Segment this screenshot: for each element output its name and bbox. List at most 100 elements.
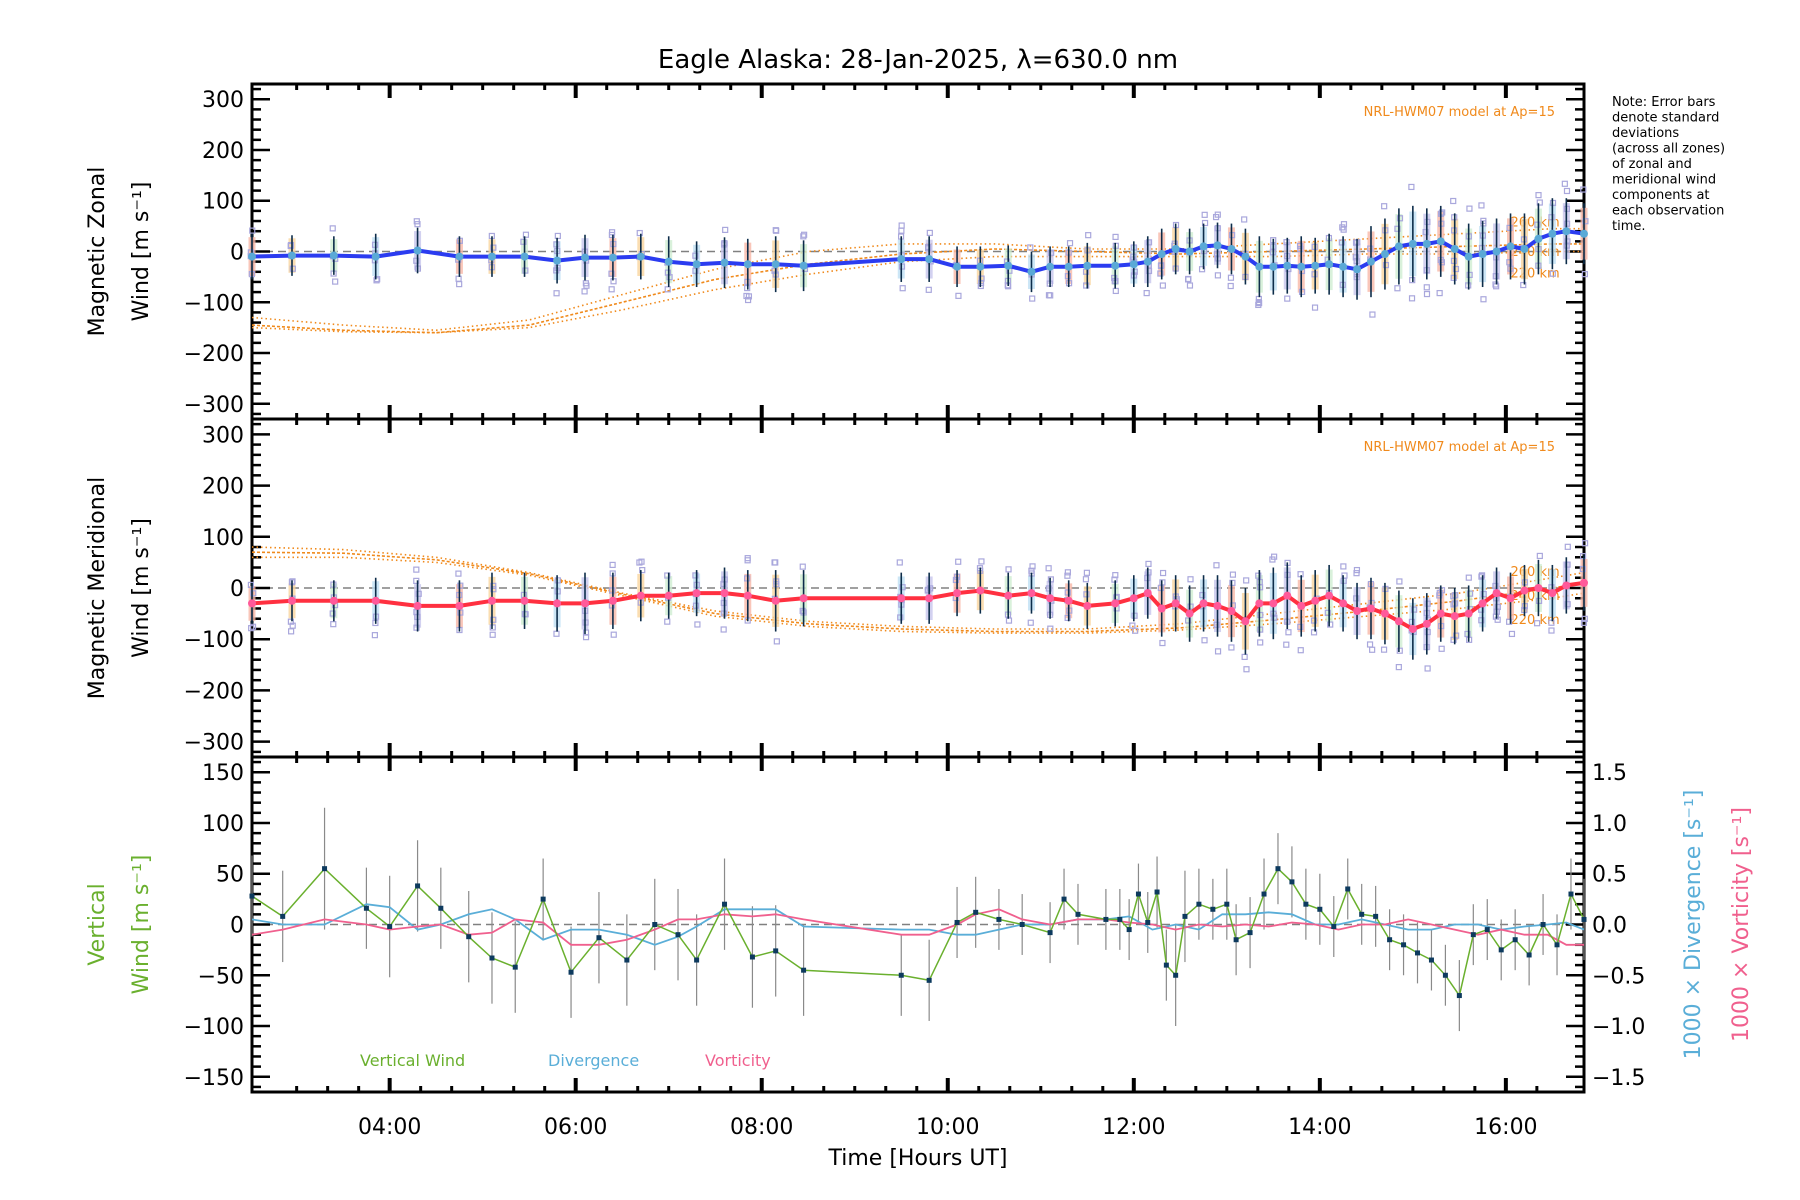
zone-marker [1506, 618, 1513, 625]
zone-marker [457, 609, 464, 616]
zone-marker [897, 614, 904, 621]
zone-marker [801, 231, 808, 238]
x-axis-label: Time [Hours UT] [828, 1146, 1008, 1171]
data-point [1534, 234, 1543, 243]
zone-marker [1508, 630, 1516, 638]
zone-marker [1271, 614, 1278, 621]
vertical-wind-panel: 150 100 50 0 −50 −100 −150 Vertical Wind [m s⁻¹]… [85, 755, 1754, 1094]
zone-marker [247, 581, 255, 589]
data-point [581, 253, 589, 262]
vertical-wind-point [773, 948, 779, 954]
zone-marker [1064, 589, 1071, 596]
zone-marker [1310, 617, 1318, 624]
zone-marker [608, 270, 615, 277]
zone-marker [926, 229, 933, 237]
data-point [1083, 261, 1092, 270]
zone-marker [522, 231, 530, 238]
data-point [1580, 229, 1588, 238]
zone-marker [1506, 259, 1513, 266]
data-point [1380, 250, 1389, 259]
data-point [692, 589, 701, 598]
data-point [1380, 609, 1389, 618]
vertical-wind-point [996, 916, 1002, 922]
zone-marker [520, 238, 527, 245]
zone-marker [1535, 192, 1542, 199]
zone-marker [1464, 630, 1471, 638]
zone-marker [1561, 180, 1568, 187]
zone-marker [1480, 590, 1487, 598]
zone-marker [1296, 242, 1304, 249]
vertical-wind-point [1135, 891, 1141, 897]
zonal-wind-panel: 300 200 100 0 −100 −200 −300 Magnetic Zonal Wind… [85, 82, 1589, 421]
zone-marker [1145, 560, 1152, 568]
y-axis-label-line1: Vertical [85, 883, 110, 965]
vertical-wind-point [1387, 937, 1393, 943]
zone-marker [925, 286, 932, 293]
zone-marker [1492, 582, 1499, 590]
zone-marker [1157, 270, 1164, 277]
vorticity-axis-label: 1000 × Vorticity [s⁻¹] [1729, 807, 1754, 1042]
zone-marker [1436, 592, 1443, 599]
zone-marker [1423, 284, 1430, 291]
zone-marker [1564, 601, 1571, 608]
zone-marker [1439, 209, 1446, 216]
zone-marker [1213, 621, 1220, 628]
data-point [371, 252, 380, 261]
vertical-wind-point [954, 919, 960, 925]
zone-marker [1005, 566, 1012, 573]
data-point [953, 589, 962, 598]
zone-marker [1353, 570, 1360, 577]
model-label: NRL-HWM07 model at Ap=15 [1364, 440, 1555, 455]
zone-marker [1257, 611, 1264, 619]
right-tick-label: 1.0 [1592, 812, 1627, 837]
zone-marker [1564, 543, 1571, 550]
data-point [664, 257, 673, 266]
data-point [487, 252, 496, 261]
zone-marker [1548, 619, 1555, 626]
data-point [1185, 609, 1194, 618]
zone-marker [1214, 272, 1222, 279]
vertical-wind-point [1456, 993, 1462, 999]
x-tick-label: 10:00 [916, 1115, 979, 1140]
y-axis-label-line1: Magnetic Zonal [85, 167, 110, 337]
data-point [1129, 594, 1138, 603]
data-point [1283, 261, 1292, 270]
zone-marker [1005, 617, 1013, 624]
zone-marker [1047, 292, 1054, 299]
data-point [1269, 599, 1278, 608]
zone-marker [1082, 576, 1090, 583]
vertical-wind-point [1317, 906, 1323, 912]
y-axis-label-line1: Magnetic Meridional [85, 477, 110, 699]
zone-marker [1129, 622, 1136, 629]
data-point [1046, 594, 1055, 603]
data-point [743, 260, 752, 269]
y-axis-label-line2: Wind [m s⁻¹] [129, 855, 154, 995]
zone-marker [250, 590, 257, 597]
zone-marker [1227, 274, 1235, 281]
data-point [413, 601, 422, 610]
vertical-wind-point [1103, 916, 1109, 922]
divergence-axis-label: 1000 × Divergence [s⁻¹] [1681, 790, 1706, 1060]
zone-marker [666, 274, 673, 281]
data-point [1004, 591, 1013, 600]
data-point [553, 599, 562, 608]
zone-marker [1548, 627, 1555, 634]
data-point [692, 260, 701, 269]
y-tick-label: −200 [184, 342, 244, 367]
right-tick-label: 0.0 [1592, 914, 1627, 939]
vertical-wind-point [1568, 891, 1574, 897]
vertical-wind-point [387, 924, 393, 930]
note-line: time. [1612, 219, 1646, 234]
zone-marker [1298, 288, 1306, 295]
data-point [1394, 242, 1403, 251]
vertical-wind-point [1145, 919, 1151, 925]
zone-marker [1027, 619, 1034, 626]
zone-marker [1045, 585, 1052, 592]
zone-marker [1048, 249, 1055, 256]
zone-marker [1297, 245, 1304, 253]
zone-marker [1131, 268, 1138, 275]
y-axis-label-line2: Wind [m s⁻¹] [129, 182, 154, 322]
zone-marker [1581, 540, 1589, 547]
zone-marker [413, 577, 420, 584]
note-line: Note: Error bars [1612, 95, 1716, 110]
